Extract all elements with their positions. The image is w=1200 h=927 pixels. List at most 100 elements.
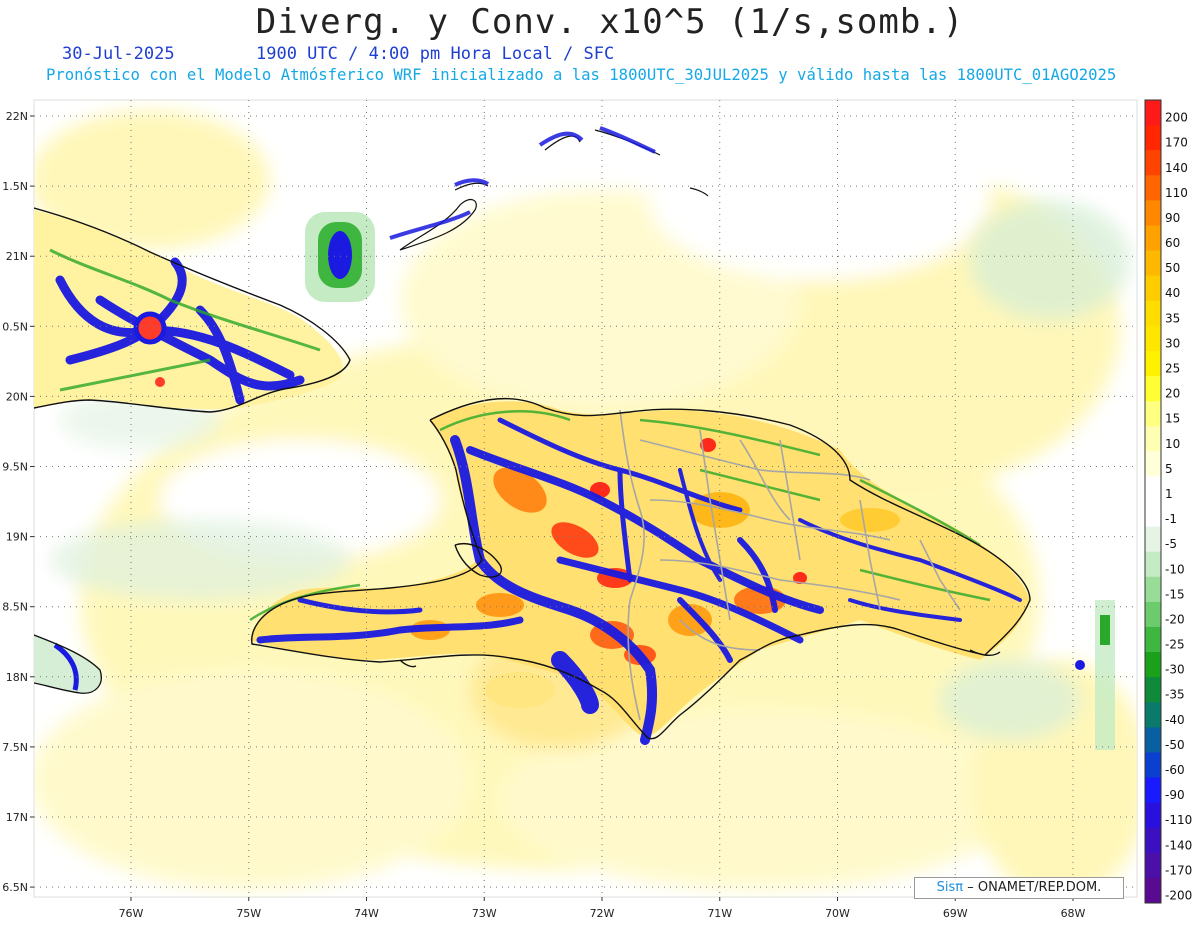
colorbar-swatch [1145,727,1161,753]
colorbar-label: -170 [1165,863,1192,877]
colorbar-swatch [1145,476,1161,502]
puerto-rico-edge [1075,600,1115,750]
colorbar-swatch [1145,877,1161,904]
colorbar-frame [1144,99,1162,904]
colorbar-label: 40 [1165,286,1180,300]
colorbar-label: 35 [1165,311,1180,325]
colorbar-swatch [1145,601,1161,628]
lon-label: 75W [236,907,261,920]
forecast-time: 1900 UTC / 4:00 pm Hora Local / SFC [256,44,615,64]
colorbar-swatch [1145,125,1161,151]
colorbar-swatch [1145,376,1161,402]
lat-label: 20N [6,390,28,403]
colorbar-swatch [1145,200,1161,226]
colorbar-swatch [1145,300,1161,327]
colorbar-label: 25 [1165,362,1180,376]
colorbar-label: 90 [1165,211,1180,225]
forecast-date: 30-Jul-2025 [62,44,175,64]
colorbar-swatch [1145,551,1161,578]
province-borders [619,409,961,721]
credit-brand: Sisπ [936,880,964,895]
colorbar-label: 170 [1165,136,1188,150]
colorbar-label: 200 [1165,111,1188,125]
colorbar-label: -5 [1165,537,1177,551]
lat-label: 18N [6,671,28,684]
colorbar-label: -25 [1165,638,1185,652]
lat-label: 22N [6,110,28,123]
lat-label: 1.5N [2,180,28,193]
colorbar-label: -10 [1165,562,1185,576]
colorbar-label: 20 [1165,387,1180,401]
credit-box: Sisπ – ONAMET/REP.DOM. [914,877,1124,899]
lat-label: 17N [6,811,28,824]
colorbar-swatch [1145,652,1161,678]
colorbar-swatch [1145,451,1161,477]
colorbar-swatch [1145,752,1161,779]
colorbar-label: -140 [1165,838,1192,852]
colorbar-label: -15 [1165,587,1185,601]
lat-label: 6.5N [2,881,28,894]
colorbar-label: 5 [1165,462,1173,476]
lat-label: 9.5N [2,461,28,474]
lat-label: 7.5N [2,741,28,754]
colorbar-swatch [1145,626,1161,653]
lon-label: 76W [119,907,144,920]
lat-label: 0.5N [2,320,28,333]
hispaniola-region [249,397,1031,745]
colorbar-swatch [1145,350,1161,377]
colorbar-label: -90 [1165,788,1185,802]
colorbar-label: -20 [1165,612,1185,626]
lon-label: 74W [354,907,379,920]
colorbar-swatch [1145,677,1161,703]
colorbar-label: 10 [1165,437,1180,451]
colorbar-swatch [1145,275,1161,302]
colorbar-label: 50 [1165,261,1180,275]
colorbar-swatch [1145,250,1161,277]
colorbar-label: 15 [1165,412,1180,426]
colorbar-swatch [1145,702,1161,728]
colorbar-swatch [1145,100,1161,126]
colorbar-label: -110 [1165,813,1192,827]
credit-org: – ONAMET/REP.DOM. [967,880,1102,895]
cuba-coastline [34,207,351,413]
colorbar-swatch [1145,426,1161,452]
colorbar-swatch [1145,852,1161,879]
inagua-convergence [305,212,375,302]
colorbar-label: -200 [1165,888,1192,902]
map-title: Diverg. y Conv. x10^5 (1/s,somb.) [255,2,965,42]
cuba-region [34,207,351,413]
colorbar-swatch [1145,501,1161,528]
lat-label: 19N [6,531,28,544]
colorbar-swatch [1145,777,1161,804]
latitude-axis: 22N 1.5N 21N 0.5N 20N 9.5N 19N 8.5N 18N 7.5N 17N 6.… [2,110,34,894]
lon-label: 71W [707,907,732,920]
convergence-bands [256,417,1022,745]
colorbar-swatch [1145,827,1161,854]
colorbar-swatch [1145,175,1161,201]
colorbar-label: -60 [1165,763,1185,777]
lon-label: 72W [590,907,615,920]
lon-label: 68W [1061,907,1086,920]
colorbar-swatch [1145,802,1161,829]
colorbar-swatch [1145,576,1161,603]
colorbar-swatch [1145,401,1161,427]
colorbar-swatch [1145,526,1161,553]
forecast-subtitle: Pronóstico con el Modelo Atmósferico WRF… [46,66,1117,84]
graticule [34,100,1137,897]
colorbar-label: -30 [1165,663,1185,677]
colorbar-label: 140 [1165,161,1188,175]
jamaica-edge [34,634,102,694]
northern-islands-shading [389,126,656,240]
south-divergence-cell [485,672,555,708]
cuba-cell [133,311,167,345]
lon-label: 73W [472,907,497,920]
colorbar-label: -40 [1165,713,1185,727]
colorbar-swatch [1145,150,1161,176]
colorbar-label: 110 [1165,186,1188,200]
colorbar-label: -50 [1165,738,1185,752]
colorbar-label: 60 [1165,236,1180,250]
lat-label: 8.5N [2,601,28,614]
colorbar: 200 170 140 110 90 60 50 40 35 30 25 20 15 10 5 1 -1 -5 -1… [1144,99,1192,904]
colorbar-label: 1 [1165,487,1173,501]
